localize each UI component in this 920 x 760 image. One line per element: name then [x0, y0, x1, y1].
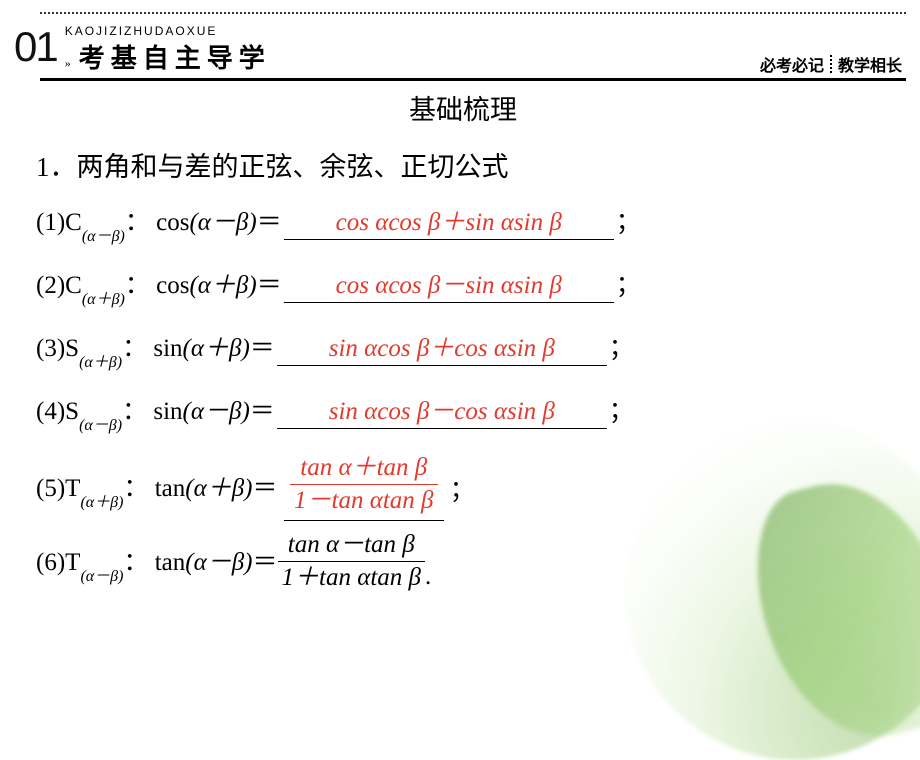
- colon: ：: [122, 398, 147, 425]
- equals: ＝: [253, 475, 278, 502]
- row4-subscript: (α－β): [79, 417, 122, 434]
- colon: ：: [122, 335, 147, 362]
- row2-arg: (α＋β): [189, 272, 256, 299]
- row3-func: sin: [153, 335, 182, 362]
- formula-row-4: (4)S(α－β)： sin(α－β)＝ sin αcos β－cos αsin…: [36, 391, 890, 430]
- row5-subscript: (α＋β): [80, 494, 123, 511]
- row2-subscript: (α＋β): [82, 291, 125, 308]
- equals: ＝: [257, 209, 282, 236]
- equals: ＝: [257, 272, 282, 299]
- row3-semicolon: ；: [609, 328, 634, 364]
- row5-blank: tan α＋tan β 1－tan αtan β: [284, 454, 444, 521]
- colon: ：: [125, 209, 150, 236]
- colon: ：: [123, 475, 148, 502]
- row4-func: sin: [153, 398, 182, 425]
- formula-row-1: (1)C(α－β)： cos(α－β)＝ cos αcos β＋sin αsin…: [36, 202, 890, 241]
- row6-symbol: T: [65, 549, 80, 576]
- equals: ＝: [253, 549, 278, 576]
- row2-semicolon: ；: [616, 265, 641, 301]
- row5-func: tan: [155, 475, 186, 502]
- row4-semicolon: ；: [609, 391, 634, 427]
- section-number: 01: [14, 26, 57, 68]
- formula-row-3: (3)S(α＋β)： sin(α＋β)＝ sin αcos β＋cos αsin…: [36, 328, 890, 367]
- row3-answer: sin αcos β＋cos αsin β: [329, 335, 555, 362]
- row1-symbol: C: [65, 209, 82, 236]
- row5-underline: [284, 520, 444, 521]
- formula-row-5: (5)T(α＋β)： tan(α＋β)＝ tan α＋tan β 1－tan α…: [36, 454, 890, 521]
- colon: ：: [125, 272, 150, 299]
- content: 基础梳理 1．两角和与差的正弦、余弦、正切公式 (1)C(α－β)： cos(α…: [36, 88, 890, 601]
- row2-symbol: C: [65, 272, 82, 299]
- heading-1: 1．两角和与差的正弦、余弦、正切公式: [36, 145, 890, 184]
- row6-arg: (α－β): [185, 549, 252, 576]
- row4-blank: sin αcos β－cos αsin β: [277, 391, 607, 429]
- row3-subscript: (α＋β): [79, 354, 122, 371]
- row6-func: tan: [155, 549, 186, 576]
- page-header: 01 KAOJIZIZHUDAOXUE » 考基自主导学 必考必记 教学相长: [14, 12, 906, 82]
- row5-arg: (α＋β): [185, 475, 252, 502]
- row4-arg: (α－β): [183, 398, 250, 425]
- equals: ＝: [250, 398, 275, 425]
- row6-subscript: (α－β): [80, 568, 123, 585]
- row1-func: cos: [156, 209, 189, 236]
- header-right-b: 教学相长: [838, 52, 902, 76]
- row1-subscript: (α－β): [82, 228, 125, 245]
- row4-index: (4): [36, 398, 65, 425]
- equals: ＝: [250, 335, 275, 362]
- row2-blank: cos αcos β－sin αsin β: [284, 265, 614, 303]
- section-title: 基础梳理: [36, 88, 890, 127]
- row2-answer: cos αcos β－sin αsin β: [336, 272, 562, 299]
- row3-index: (3): [36, 335, 65, 362]
- row2-func: cos: [156, 272, 189, 299]
- row4-answer: sin αcos β－cos αsin β: [329, 398, 555, 425]
- row4-symbol: S: [65, 398, 79, 425]
- row5-index: (5): [36, 475, 65, 502]
- row1-blank: cos αcos β＋sin αsin β: [284, 202, 614, 240]
- row6-index: (6): [36, 549, 65, 576]
- row3-blank: sin αcos β＋cos αsin β: [277, 328, 607, 366]
- row3-arg: (α＋β): [183, 335, 250, 362]
- header-right-a: 必考必记: [760, 52, 824, 76]
- row6-period: .: [425, 563, 431, 591]
- row5-fraction: tan α＋tan β 1－tan αtan β: [290, 454, 437, 514]
- header-arrow-icon: »: [65, 56, 71, 71]
- row6-frac-top: tan α－tan β: [284, 531, 419, 561]
- row6-frac-bot: 1＋tan αtan β: [282, 564, 421, 591]
- header-title-cn: 考基自主导学: [79, 38, 271, 75]
- row1-index: (1): [36, 209, 65, 236]
- formula-row-2: (2)C(α＋β)： cos(α＋β)＝ cos αcos β－sin αsin…: [36, 265, 890, 304]
- header-right-divider: [830, 55, 832, 73]
- row2-index: (2): [36, 272, 65, 299]
- row5-frac-bot: 1－tan αtan β: [290, 484, 437, 515]
- formula-row-6: (6)T(α－β)： tan(α－β)＝ tan α－tan β 1＋tan α…: [36, 531, 890, 591]
- row1-answer: cos αcos β＋sin αsin β: [336, 209, 562, 236]
- colon: ：: [123, 549, 148, 576]
- row5-frac-top: tan α＋tan β: [296, 454, 431, 484]
- row5-symbol: T: [65, 475, 80, 502]
- row6-fraction: tan α－tan β 1＋tan αtan β: [278, 531, 425, 591]
- header-right: 必考必记 教学相长: [760, 52, 902, 76]
- row5-semicolon: ；: [450, 470, 475, 506]
- header-pinyin: KAOJIZIZHUDAOXUE: [65, 24, 271, 38]
- row1-arg: (α－β): [189, 209, 256, 236]
- row3-symbol: S: [65, 335, 79, 362]
- row1-semicolon: ；: [616, 202, 641, 238]
- header-titles: KAOJIZIZHUDAOXUE » 考基自主导学: [65, 24, 271, 75]
